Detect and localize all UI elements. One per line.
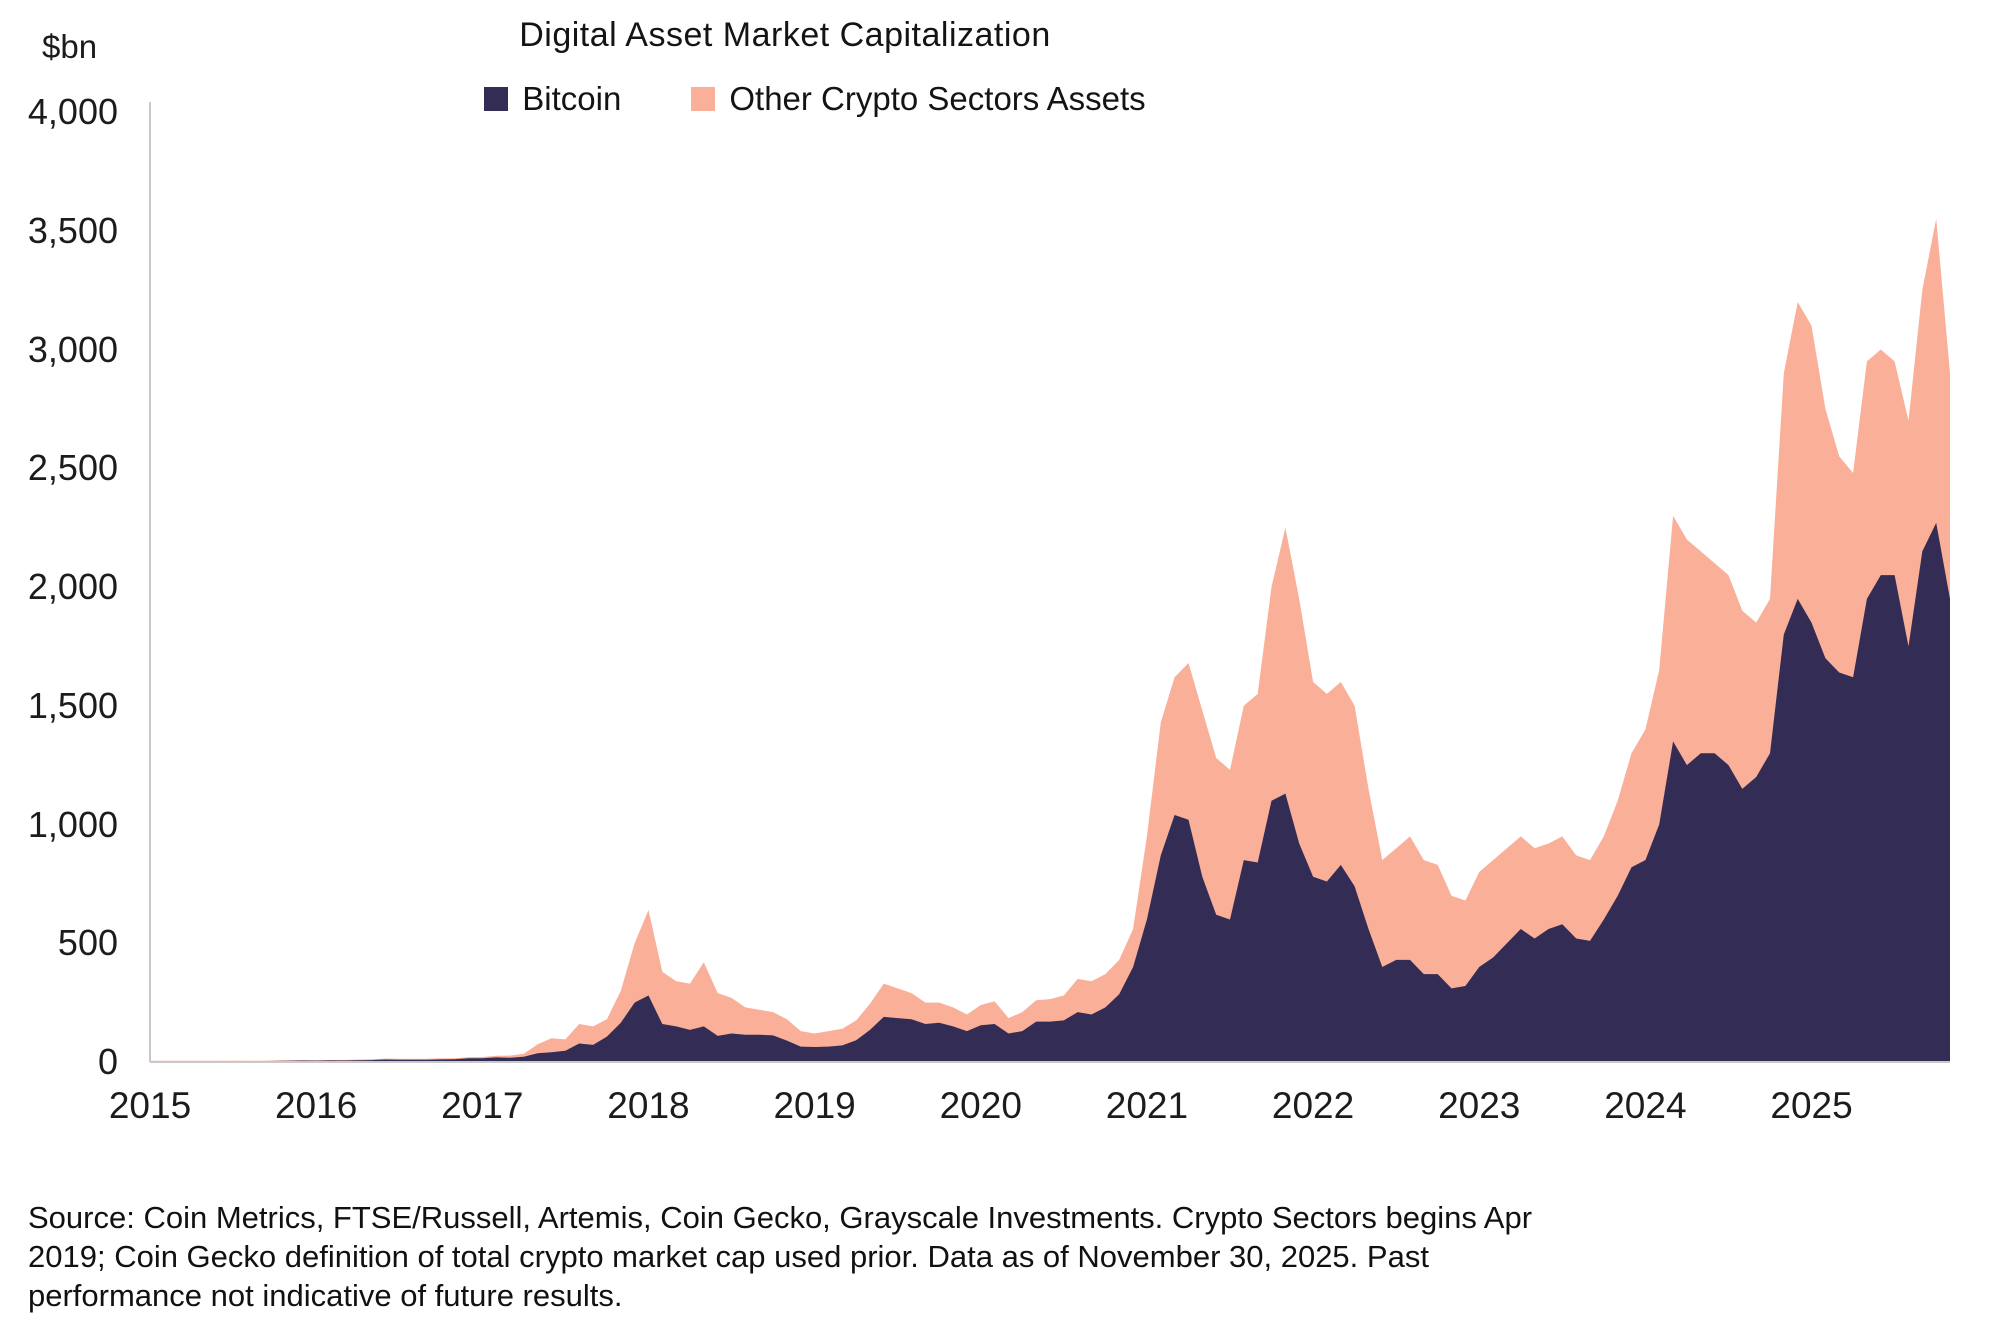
x-tick-label: 2015 [108, 1085, 192, 1126]
legend-item-bitcoin: Bitcoin [484, 80, 621, 118]
x-tick-label: 2025 [1770, 1085, 1853, 1126]
legend-item-other-crypto: Other Crypto Sectors Assets [691, 80, 1146, 118]
x-tick-label: 2018 [607, 1085, 690, 1126]
x-tick-label: 2021 [1105, 1085, 1189, 1126]
legend-label-other-crypto: Other Crypto Sectors Assets [729, 80, 1146, 117]
x-tick-label: 2016 [274, 1085, 358, 1126]
y-tick-label: 1,500 [27, 684, 118, 726]
x-tick-label: 2023 [1438, 1085, 1521, 1126]
chart-title: Digital Asset Market Capitalization [519, 16, 1051, 54]
x-tick-label: 2020 [939, 1085, 1022, 1126]
bitcoin-area [150, 522, 1950, 1062]
x-tick-label: 2024 [1604, 1085, 1687, 1126]
other-crypto-swatch-icon [691, 87, 716, 111]
chart-legend: Bitcoin Other Crypto Sectors Assets [0, 80, 1630, 118]
y-axis-unit-label: $bn [42, 28, 98, 65]
y-tick-label: 1,000 [27, 803, 118, 845]
y-tick-label: 0 [97, 1041, 118, 1082]
y-tick-label: 500 [57, 922, 118, 964]
y-tick-label: 3,500 [27, 209, 118, 251]
x-tick-label: 2017 [441, 1085, 524, 1126]
x-tick-label: 2022 [1271, 1085, 1355, 1126]
legend-label-bitcoin: Bitcoin [522, 80, 622, 117]
y-tick-label: 2,500 [27, 447, 118, 489]
x-tick-label: 2019 [773, 1085, 856, 1126]
bitcoin-swatch-icon [484, 87, 509, 111]
y-tick-label: 2,000 [27, 566, 118, 607]
source-note: Source: Coin Metrics, FTSE/Russell, Arte… [28, 1200, 1533, 1314]
y-tick-label: 4,000 [27, 91, 118, 132]
y-tick-label: 3,000 [27, 328, 118, 370]
